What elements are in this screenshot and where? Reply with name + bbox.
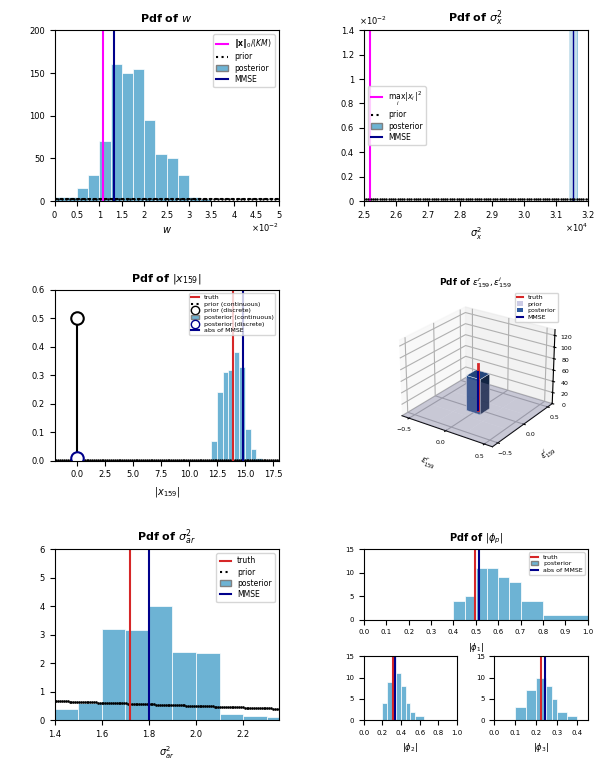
X-axis label: $|\phi_2|$: $|\phi_2|$: [402, 741, 419, 754]
Legend: truth, prior, posterior, MMSE: truth, prior, posterior, MMSE: [514, 293, 558, 322]
Title: Pdf of $\epsilon^r_{159},\epsilon^i_{159}$: Pdf of $\epsilon^r_{159},\epsilon^i_{159…: [439, 275, 512, 290]
Bar: [167, 158, 178, 201]
X-axis label: $\sigma_{ar}^2$: $\sigma_{ar}^2$: [159, 744, 175, 758]
Bar: [102, 629, 125, 720]
Bar: [178, 175, 189, 201]
Bar: [133, 69, 144, 201]
Bar: [415, 716, 424, 720]
Bar: [521, 601, 543, 619]
X-axis label: $w$: $w$: [162, 225, 171, 235]
X-axis label: $\sigma_x^2$: $\sigma_x^2$: [470, 225, 482, 242]
Bar: [465, 596, 476, 619]
Bar: [391, 656, 396, 720]
Bar: [55, 709, 78, 720]
Bar: [410, 712, 415, 720]
Bar: [200, 199, 211, 201]
Bar: [55, 197, 65, 201]
Bar: [256, 458, 262, 461]
Bar: [557, 712, 567, 720]
Bar: [173, 652, 196, 720]
Bar: [536, 678, 541, 720]
Title: Pdf of $w$: Pdf of $w$: [141, 12, 193, 24]
Bar: [406, 703, 410, 720]
Bar: [267, 717, 279, 720]
Bar: [155, 154, 167, 201]
Bar: [510, 582, 521, 619]
Bar: [65, 197, 77, 201]
Bar: [144, 120, 155, 201]
Bar: [125, 631, 149, 720]
Bar: [453, 601, 465, 619]
Bar: [245, 429, 251, 461]
Title: Pdf of $\sigma_x^2$: Pdf of $\sigma_x^2$: [448, 9, 503, 28]
Bar: [228, 369, 234, 461]
Bar: [476, 568, 487, 619]
Bar: [525, 691, 536, 720]
X-axis label: $|\phi_1|$: $|\phi_1|$: [468, 641, 484, 654]
Title: Pdf of $|x_{159}|$: Pdf of $|x_{159}|$: [132, 272, 202, 286]
X-axis label: $|x_{159}|$: $|x_{159}|$: [153, 485, 179, 499]
Bar: [279, 719, 290, 720]
Bar: [196, 653, 219, 720]
Bar: [243, 716, 267, 720]
Bar: [219, 714, 243, 720]
X-axis label: $\epsilon^r_{159}$: $\epsilon^r_{159}$: [418, 453, 438, 472]
Bar: [88, 175, 99, 201]
Bar: [239, 367, 245, 461]
Bar: [149, 606, 173, 720]
Bar: [387, 682, 391, 720]
Bar: [211, 440, 217, 461]
Bar: [543, 615, 588, 619]
Bar: [99, 141, 110, 201]
Bar: [547, 686, 551, 720]
Bar: [222, 372, 228, 461]
Bar: [551, 699, 557, 720]
Bar: [77, 188, 88, 201]
Bar: [487, 568, 498, 619]
Bar: [110, 64, 122, 201]
Text: $\times10^{-2}$: $\times10^{-2}$: [359, 14, 387, 27]
Legend: truth, prior (continuous), prior (discrete), posterior (continuous), posterior (: truth, prior (continuous), prior (discre…: [189, 293, 276, 335]
Bar: [234, 352, 239, 461]
Legend: truth, posterior, abs of MMSE: truth, posterior, abs of MMSE: [529, 553, 585, 575]
Bar: [498, 578, 510, 619]
Y-axis label: $\epsilon^i_{159}$: $\epsilon^i_{159}$: [538, 441, 559, 462]
Text: $\times10^{-2}$: $\times10^{-2}$: [251, 221, 279, 234]
Legend: $\max_i|x_i|^2$, prior, posterior, MMSE: $\max_i|x_i|^2$, prior, posterior, MMSE: [368, 86, 426, 145]
Bar: [515, 707, 525, 720]
Title: Pdf of $\sigma_{ar}^2$: Pdf of $\sigma_{ar}^2$: [138, 528, 196, 547]
Bar: [217, 393, 222, 461]
X-axis label: $|\phi_3|$: $|\phi_3|$: [533, 741, 549, 754]
Bar: [251, 449, 256, 461]
Legend: truth, prior, posterior, MMSE: truth, prior, posterior, MMSE: [216, 553, 275, 602]
Bar: [396, 673, 401, 720]
Bar: [401, 686, 406, 720]
Bar: [189, 197, 200, 201]
Text: $\times10^{4}$: $\times10^{4}$: [565, 221, 588, 234]
Legend: $\|\mathbf{x}\|_0/(KM)$, prior, posterior, MMSE: $\|\mathbf{x}\|_0/(KM)$, prior, posterio…: [213, 34, 275, 87]
Bar: [122, 73, 133, 201]
Bar: [541, 678, 547, 720]
Bar: [567, 716, 578, 720]
Title: Pdf of $|\phi_p|$: Pdf of $|\phi_p|$: [448, 531, 503, 546]
Bar: [78, 703, 102, 720]
Bar: [382, 703, 387, 720]
